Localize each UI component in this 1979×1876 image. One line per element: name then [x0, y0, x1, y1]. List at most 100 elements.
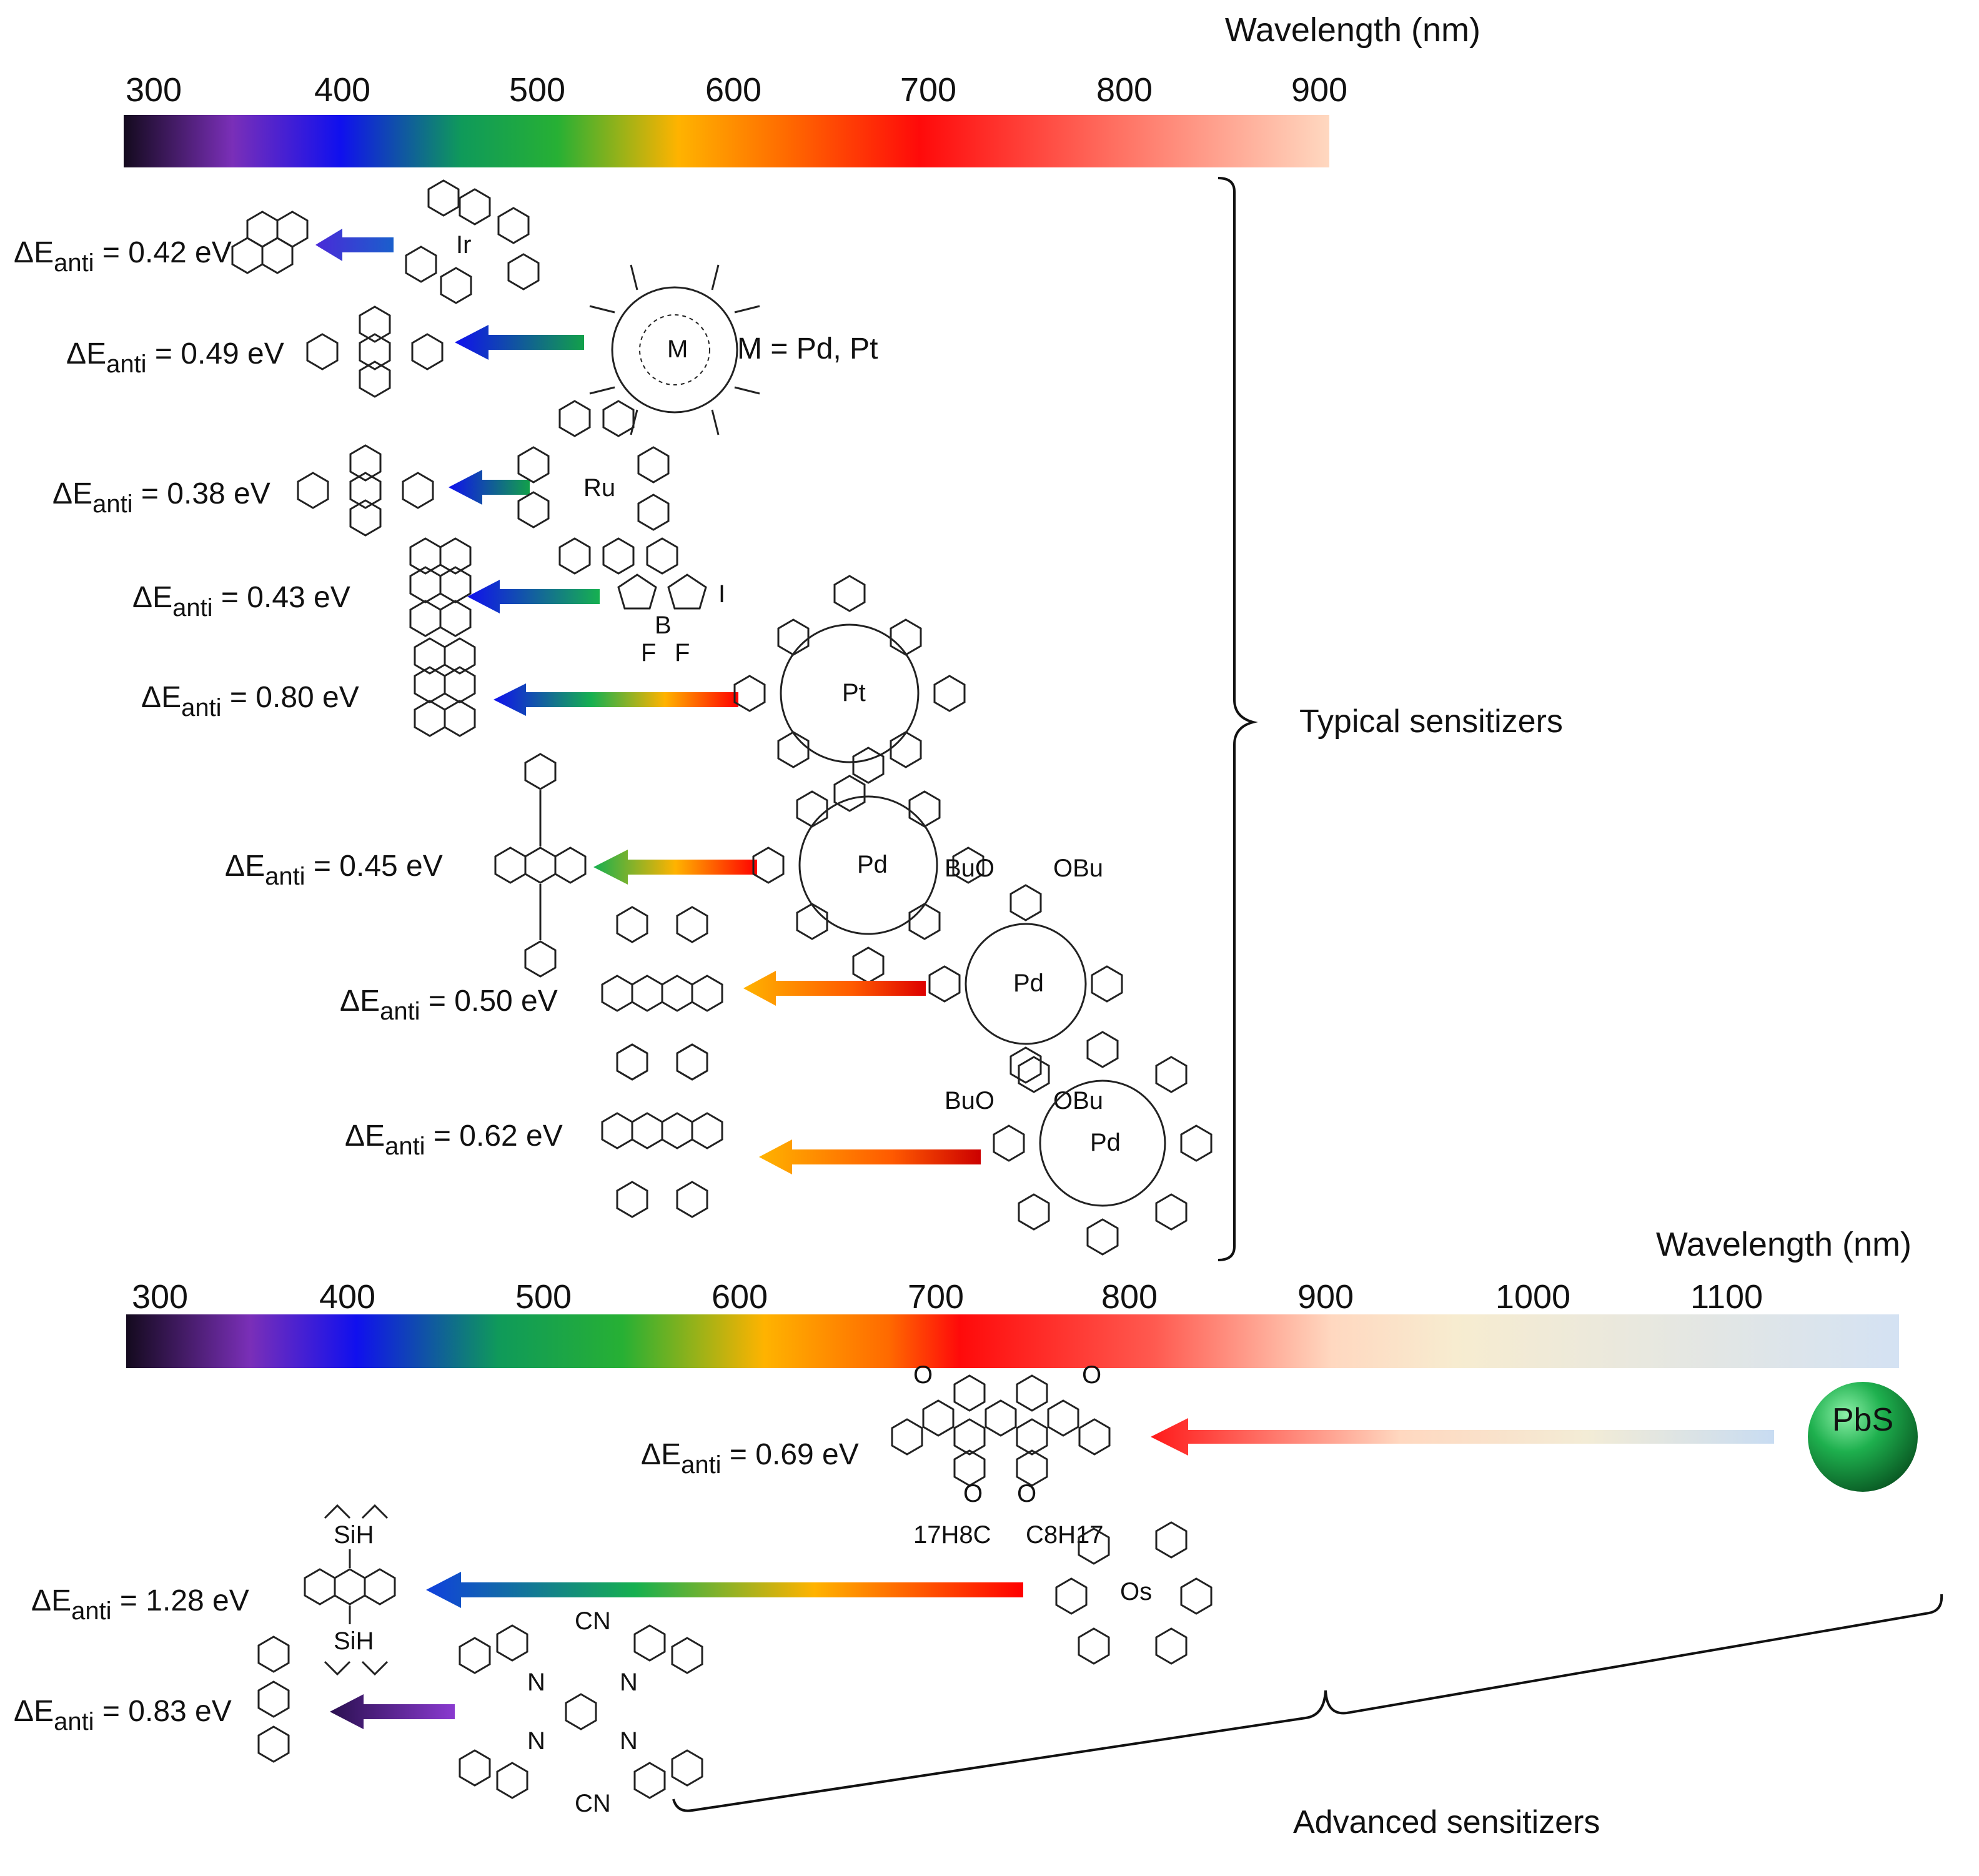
adv2-sensitizer-os: Os [1055, 1521, 1213, 1665]
adv3-cn-1: CN [575, 1607, 611, 1635]
bottom-tick-800: 800 [1101, 1278, 1158, 1316]
row7-bu-2: BuO [945, 1087, 994, 1114]
bottom-tick-900: 900 [1297, 1278, 1354, 1316]
row1-sensitizer-ir: Ir [405, 179, 540, 304]
adv3-sensitizer-4czipn: CN CN N N N N [459, 1607, 703, 1817]
pbs-nanocrystal [1808, 1382, 1918, 1492]
row2-energy-label: ΔEanti = 0.49 eV [66, 337, 284, 378]
adv1-sensitizer-pbs: PbS [1808, 1382, 1918, 1492]
row8-atom-pd: Pd [1090, 1129, 1121, 1156]
top-scale-ticks: 300 400 500 600 700 800 900 [126, 71, 1347, 109]
row6-sensitizer-pd: Pd [752, 747, 985, 984]
row1-energy-label: ΔEanti = 0.42 eV [14, 236, 232, 277]
bottom-scale-ticks: 300 400 500 600 700 800 900 1000 1100 [132, 1278, 1763, 1316]
typical-bracket [1218, 177, 1258, 1261]
adv1-chain-1: 17H8C [913, 1521, 991, 1549]
bottom-tick-600: 600 [712, 1278, 768, 1316]
row8-sensitizer-pd: Pd [993, 1031, 1213, 1256]
row4-arrow [467, 580, 600, 613]
row4-sensitizer-bodipy: B F F I [617, 537, 725, 667]
row7-obu-1: OBu [1053, 855, 1103, 882]
row5-energy-label: ΔEanti = 0.80 eV [141, 681, 359, 722]
row4-atom-f1: F [641, 639, 656, 667]
typical-label: Typical sensitizers [1299, 703, 1563, 740]
row2-atom-m: M [667, 335, 688, 363]
adv1-energy-label: ΔEanti = 0.69 eV [641, 1438, 859, 1479]
row4-acceptor-perylene [409, 537, 472, 637]
row1-arrow [315, 229, 394, 261]
row2-metal-note: M = Pd, Pt [737, 332, 878, 365]
adv2-sih-1: SiH [334, 1521, 374, 1549]
top-scale-title: Wavelength (nm) [1225, 11, 1481, 49]
adv3-n-4: N [620, 1727, 638, 1755]
adv1-o-3: O [963, 1480, 983, 1507]
row7-arrow [743, 971, 926, 1006]
bottom-tick-500: 500 [515, 1278, 572, 1316]
top-tick-600: 600 [705, 71, 761, 109]
adv1-o-1: O [913, 1361, 933, 1389]
bottom-tick-400: 400 [319, 1278, 375, 1316]
adv2-acceptor-tips: SiH SiH [304, 1504, 396, 1676]
top-tick-300: 300 [126, 71, 182, 109]
row1-atom-ir: Ir [456, 231, 471, 259]
row2-sensitizer-porphyrin: M [589, 264, 760, 435]
adv1-acceptor: O O O O 17H8C C8H17 [891, 1361, 1111, 1549]
pbs-label: PbS [1832, 1402, 1893, 1438]
row3-acceptor-dpa [297, 444, 434, 537]
adv3-n-1: N [527, 1669, 545, 1696]
row3-sensitizer-ru: Ru [517, 400, 670, 575]
advanced-bracket [672, 1594, 1943, 1812]
bottom-tick-1100: 1100 [1690, 1278, 1763, 1316]
bottom-tick-1000: 1000 [1495, 1278, 1570, 1316]
row7-atom-pd: Pd [1013, 970, 1044, 997]
row6-acceptor-bpea [494, 753, 587, 978]
row8-arrow [759, 1139, 981, 1174]
row7-obu-2: OBu [1053, 1087, 1103, 1114]
top-tick-700: 700 [900, 71, 956, 109]
advanced-label: Advanced sensitizers [1293, 1804, 1600, 1840]
top-tick-500: 500 [509, 71, 565, 109]
top-spectrum-bar [124, 115, 1329, 167]
row6-atom-pd: Pd [857, 851, 888, 878]
row1-acceptor-pyrene [231, 211, 309, 274]
row6-energy-label: ΔEanti = 0.45 eV [225, 850, 443, 890]
row5-acceptor-perylene [414, 637, 476, 737]
typical-labels: ΔEanti = 0.42 eV ΔEanti = 0.49 eV ΔEanti… [14, 236, 563, 1160]
row5-atom-pt: Pt [842, 679, 866, 707]
adv3-cn-2: CN [575, 1790, 611, 1817]
row3-atom-ru: Ru [583, 474, 615, 502]
adv3-n-2: N [620, 1669, 638, 1696]
row7-acceptor-rubrene [601, 906, 723, 1081]
adv1-chain-2: C8H17 [1026, 1521, 1104, 1549]
adv1-o-4: O [1017, 1480, 1036, 1507]
row4-atom-b: B [655, 612, 672, 639]
adv3-energy-label: ΔEanti = 0.83 eV [14, 1695, 232, 1735]
bottom-tick-300: 300 [132, 1278, 188, 1316]
adv1-arrow [1151, 1418, 1774, 1456]
row5-sensitizer-pt: Pt [733, 575, 966, 812]
top-tick-800: 800 [1096, 71, 1153, 109]
adv2-energy-label: ΔEanti = 1.28 eV [31, 1584, 249, 1625]
row4-atom-i: I [718, 580, 725, 608]
row2-arrow [455, 325, 584, 360]
bottom-spectrum-bar [126, 1314, 1899, 1368]
row5-arrow [494, 683, 738, 716]
row2-acceptor-dpa [306, 305, 444, 398]
row8-energy-label: ΔEanti = 0.62 eV [345, 1119, 563, 1160]
adv3-arrow [330, 1694, 455, 1729]
row4-energy-label: ΔEanti = 0.43 eV [132, 581, 350, 622]
row8-acceptor-rubrene [601, 1043, 723, 1218]
top-tick-400: 400 [314, 71, 370, 109]
adv2-arrow [426, 1572, 1023, 1608]
row7-sensitizer-pd: Pd BuO OBu BuO OBu [928, 855, 1123, 1114]
row7-bu-1: BuO [945, 855, 994, 882]
adv2-atom-os: Os [1120, 1578, 1152, 1606]
adv3-n-3: N [527, 1727, 545, 1755]
top-tick-900: 900 [1291, 71, 1347, 109]
adv1-o-2: O [1082, 1361, 1101, 1389]
adv2-sih-2: SiH [334, 1627, 374, 1655]
bottom-scale-title: Wavelength (nm) [1656, 1226, 1912, 1263]
bottom-tick-700: 700 [908, 1278, 964, 1316]
row7-energy-label: ΔEanti = 0.50 eV [340, 985, 558, 1025]
